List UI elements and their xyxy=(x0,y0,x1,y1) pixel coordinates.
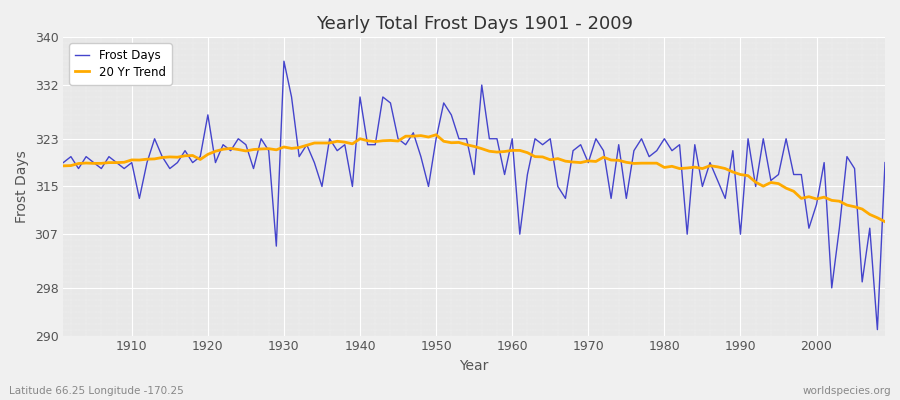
20 Yr Trend xyxy=(286,146,297,151)
Line: 20 Yr Trend: 20 Yr Trend xyxy=(63,135,885,222)
20 Yr Trend xyxy=(606,158,616,162)
Frost Days xyxy=(119,166,130,171)
Frost Days xyxy=(879,160,890,165)
Frost Days xyxy=(293,154,304,159)
Text: Latitude 66.25 Longitude -170.25: Latitude 66.25 Longitude -170.25 xyxy=(9,386,184,396)
20 Yr Trend xyxy=(431,132,442,137)
Line: Frost Days: Frost Days xyxy=(63,61,885,330)
Frost Days xyxy=(515,232,526,236)
X-axis label: Year: Year xyxy=(460,359,489,373)
Frost Days xyxy=(872,327,883,332)
Frost Days xyxy=(606,196,616,201)
20 Yr Trend xyxy=(507,148,517,153)
Frost Days xyxy=(507,136,517,141)
20 Yr Trend xyxy=(119,160,130,165)
Frost Days xyxy=(339,142,350,147)
Text: worldspecies.org: worldspecies.org xyxy=(803,386,891,396)
Title: Yearly Total Frost Days 1901 - 2009: Yearly Total Frost Days 1901 - 2009 xyxy=(316,15,633,33)
Frost Days xyxy=(58,160,68,165)
20 Yr Trend xyxy=(879,219,890,224)
Frost Days xyxy=(278,59,289,64)
Y-axis label: Frost Days: Frost Days xyxy=(15,150,29,223)
Legend: Frost Days, 20 Yr Trend: Frost Days, 20 Yr Trend xyxy=(69,43,172,84)
20 Yr Trend xyxy=(332,139,343,144)
20 Yr Trend xyxy=(58,164,68,168)
20 Yr Trend xyxy=(515,148,526,153)
